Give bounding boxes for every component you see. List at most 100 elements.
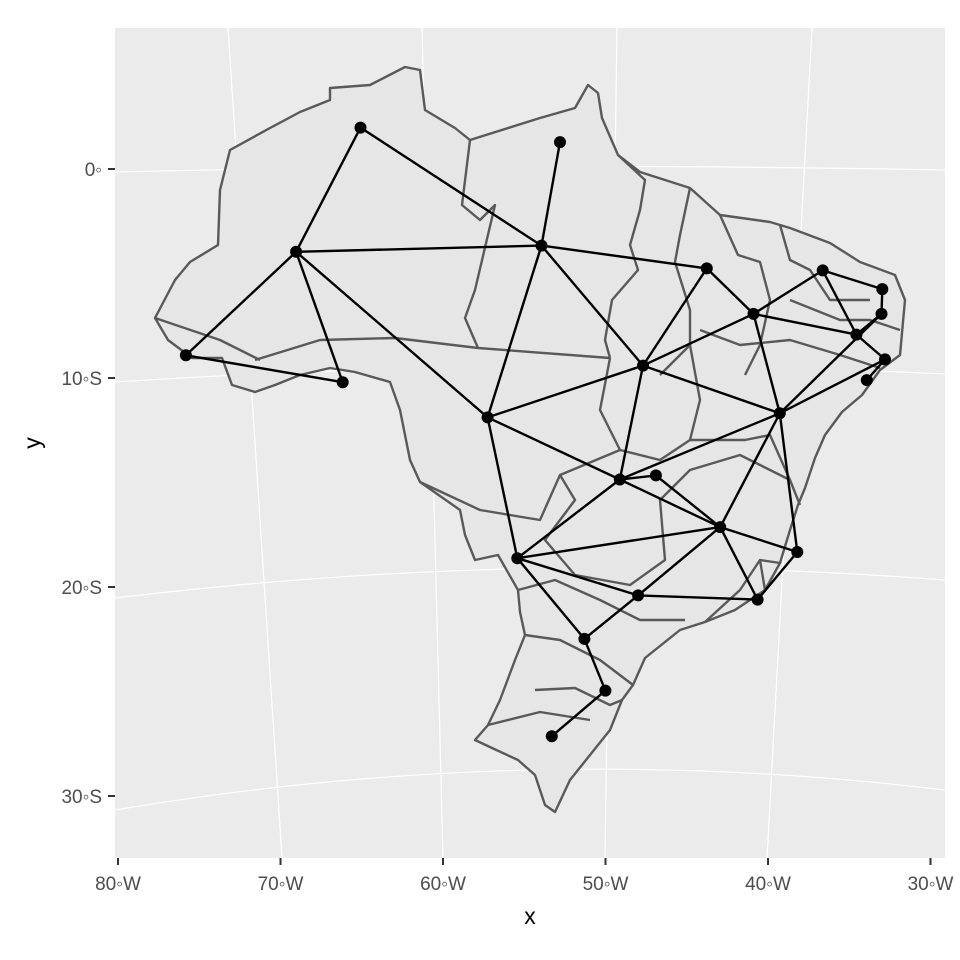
network-edge: [753, 312, 857, 336]
network-edge: [583, 638, 607, 692]
network-edge: [752, 313, 781, 414]
network-node: [336, 376, 349, 389]
y-tick-label: 20◦S: [61, 578, 102, 599]
y-tick-label: 0◦: [85, 160, 102, 181]
network-node: [545, 730, 558, 743]
network-node: [179, 349, 192, 362]
state-border-pe-ba: [699, 328, 881, 370]
network-nodes: [179, 121, 891, 743]
network-node: [632, 589, 645, 602]
network-node: [613, 473, 626, 486]
network-edge: [516, 557, 586, 640]
network-edge: [719, 412, 781, 528]
state-border-am-pa: [460, 139, 497, 349]
network-edge: [822, 269, 883, 291]
x-tick-label: 80◦W: [95, 874, 141, 895]
network-node: [850, 328, 863, 341]
network-node: [599, 684, 612, 697]
network-node: [481, 411, 494, 424]
x-tick-label: 40◦W: [745, 874, 791, 895]
network-edge: [295, 127, 362, 253]
state-border-pi-ce: [718, 214, 772, 376]
network-edge: [756, 551, 799, 601]
x-tick-label: 30◦W: [908, 874, 954, 895]
network-node: [876, 283, 889, 296]
network-edge: [619, 474, 657, 481]
y-tick-label: 30◦S: [61, 787, 102, 808]
state-border-pb-pe: [789, 298, 901, 332]
state-border-ms-sp: [517, 578, 685, 622]
network-edge: [486, 417, 519, 559]
network-node: [747, 307, 760, 320]
network-edge: [541, 244, 707, 270]
network-edge: [551, 689, 607, 738]
state-border-ma-pi: [659, 187, 692, 376]
network-edge: [642, 364, 781, 415]
network-edge: [719, 525, 798, 554]
network-edge: [185, 354, 343, 384]
network-edges: [185, 126, 886, 738]
network-edge: [486, 245, 543, 418]
network-edge: [779, 358, 886, 415]
state-border-pr: [524, 633, 634, 686]
network-edge: [637, 526, 721, 597]
x-axis-title: x: [524, 903, 536, 929]
network-edge: [487, 416, 621, 481]
network-edge: [638, 594, 758, 601]
state-border-to: [598, 344, 702, 462]
network-edge: [583, 594, 639, 640]
network-node: [354, 121, 367, 134]
network-node: [637, 359, 649, 372]
network-edge: [540, 141, 562, 246]
network-edge: [821, 269, 858, 336]
y-axis: 0◦ 10◦S 20◦S 30◦S: [61, 160, 115, 808]
network-node: [791, 546, 804, 558]
network-edge: [619, 412, 781, 481]
y-axis-title: y: [19, 437, 45, 449]
network-edge: [778, 413, 799, 553]
network-edge: [516, 557, 639, 597]
network-node: [554, 136, 566, 149]
network-edge: [517, 525, 721, 560]
network-edge: [359, 126, 543, 247]
network-node: [773, 407, 786, 420]
brazil-outline: [153, 65, 907, 814]
state-border-mg-es-rj: [704, 558, 781, 623]
network-node: [860, 374, 873, 387]
network-node: [875, 307, 888, 320]
x-tick-label: 50◦W: [583, 874, 629, 895]
network-edge: [719, 526, 759, 601]
network-node: [535, 239, 548, 252]
network-node: [714, 521, 727, 534]
state-border-ce-rn: [778, 224, 870, 302]
network-node: [290, 245, 303, 258]
network-edge: [296, 244, 542, 253]
x-axis: 80◦W 70◦W 60◦W 50◦W 40◦W 30◦W: [95, 858, 953, 895]
network-edge: [516, 478, 621, 560]
state-border-go-mg: [543, 453, 802, 587]
network-edge: [855, 333, 886, 361]
network-node: [578, 632, 591, 645]
network-edge: [752, 269, 824, 315]
network-node: [511, 552, 524, 565]
network-node: [751, 593, 764, 606]
y-tick-label: 10◦S: [61, 369, 102, 390]
state-border-mt-go: [419, 448, 621, 522]
network-edge: [540, 244, 644, 367]
state-border-ac-am: [154, 316, 261, 362]
network-edge: [705, 267, 755, 315]
network-edge: [778, 313, 883, 415]
network-edge: [618, 365, 645, 480]
network-node: [700, 262, 713, 275]
network-edge: [295, 250, 489, 419]
network-node: [879, 353, 891, 366]
network-edge: [655, 474, 721, 529]
network-edge: [294, 251, 344, 383]
network-edge: [642, 312, 755, 367]
network-edge: [185, 250, 297, 357]
x-tick-label: 70◦W: [258, 874, 304, 895]
network-node: [649, 469, 662, 482]
x-tick-label: 60◦W: [420, 874, 466, 895]
network-edge: [641, 267, 708, 367]
